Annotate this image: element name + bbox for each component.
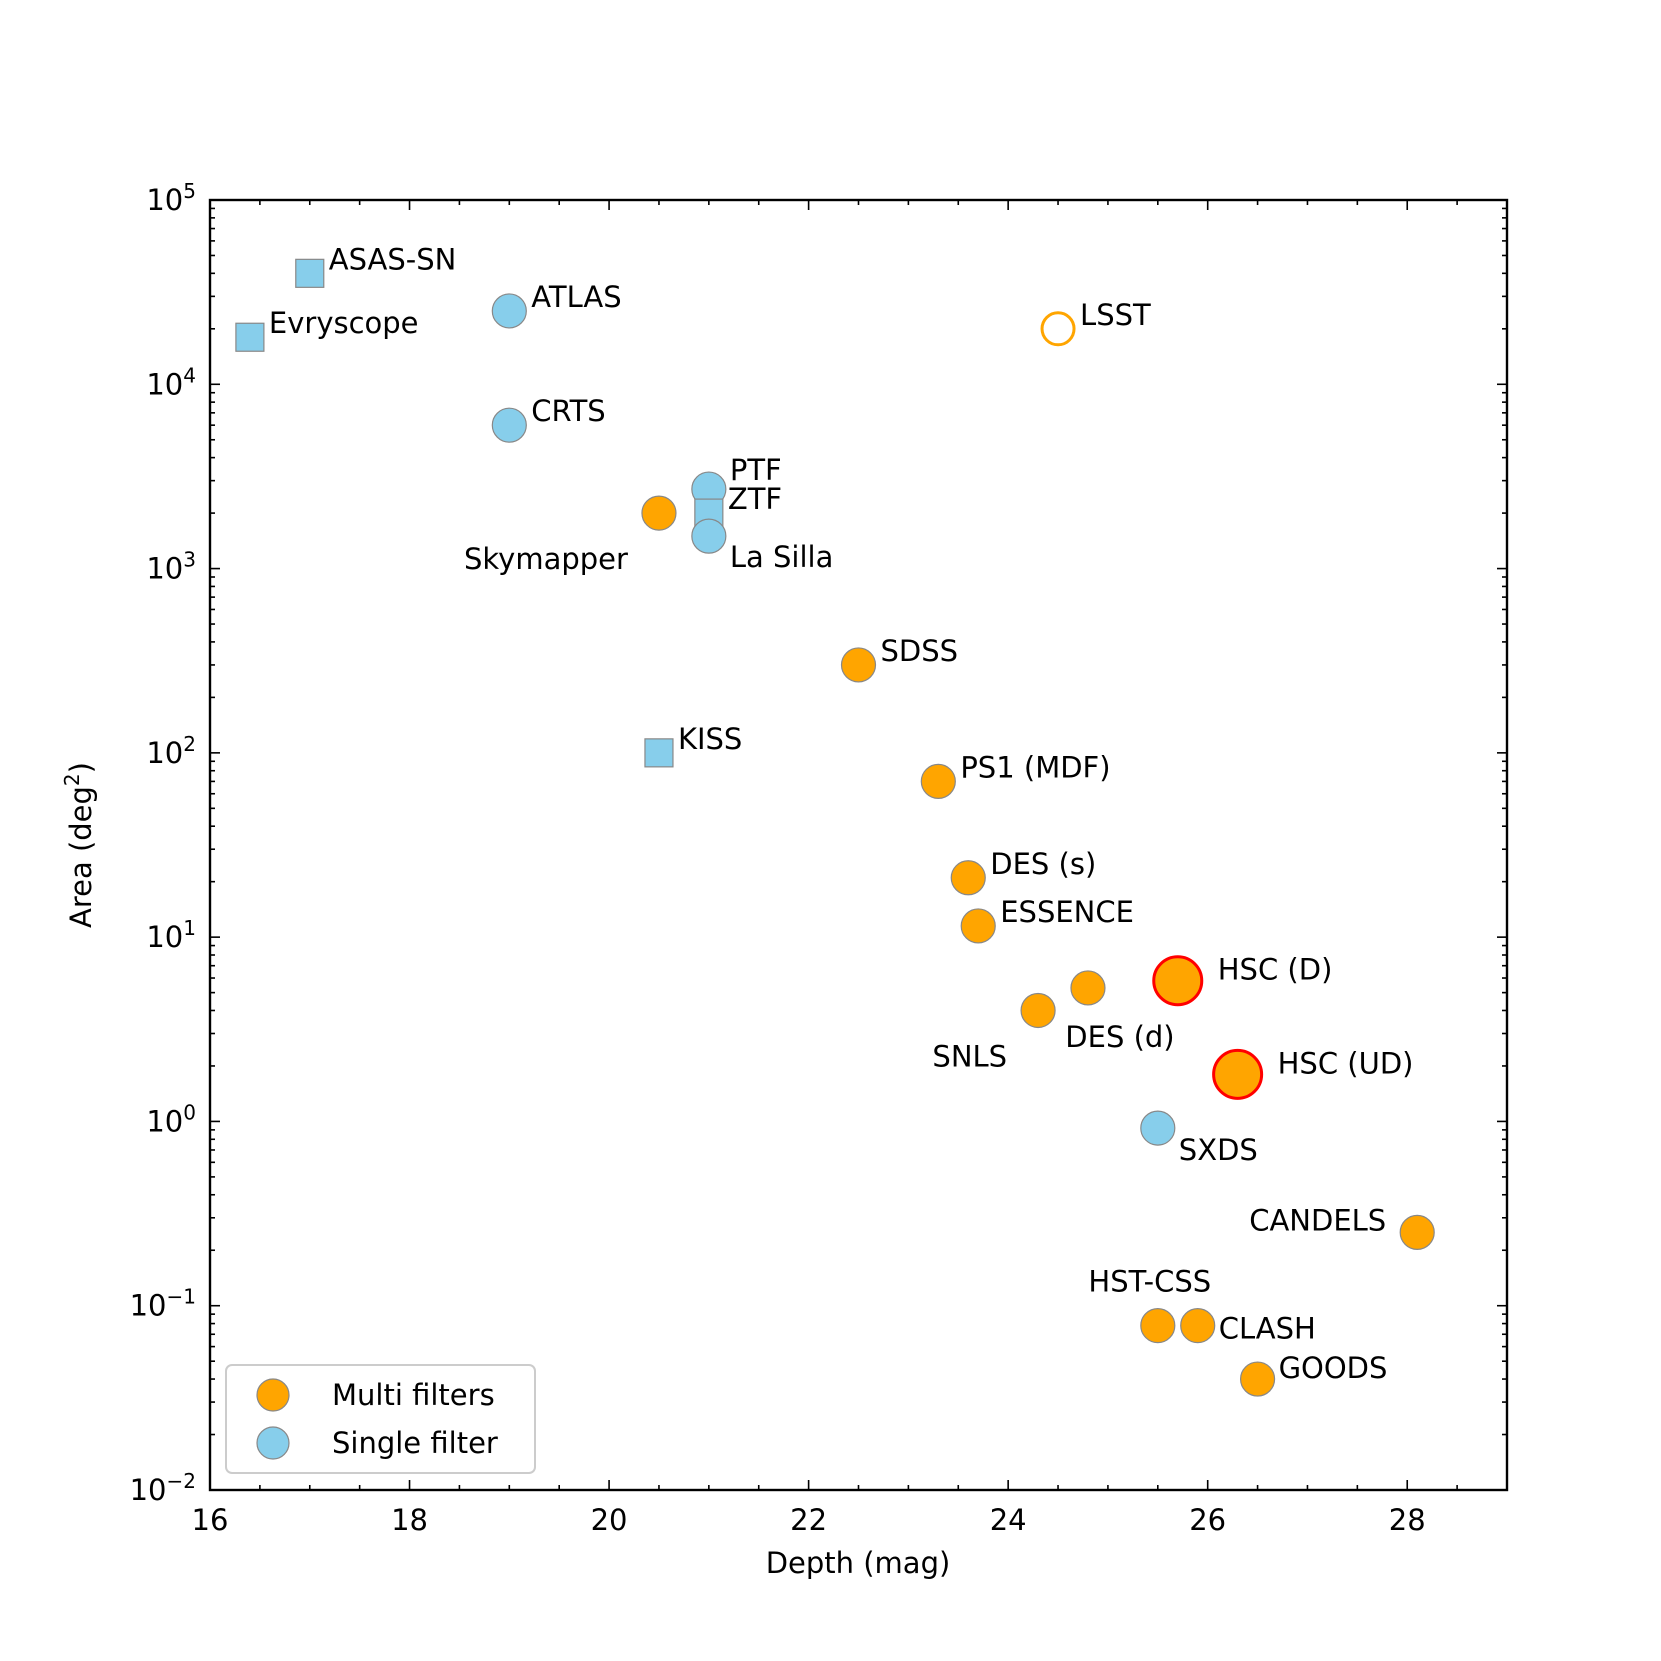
marker-kiss: [644, 738, 674, 768]
legend-label-single: Single filter: [332, 1426, 498, 1460]
y-tick-label: 10−2: [130, 1469, 196, 1507]
marker-snls: [1020, 992, 1056, 1029]
marker-crts: [491, 407, 527, 443]
marker-candels: [1399, 1214, 1435, 1250]
x-tick-label: 22: [790, 1503, 827, 1537]
marker-asas-sn: [295, 258, 325, 288]
point-label: HST-CSS: [1088, 1265, 1211, 1299]
marker-skymapper: [641, 495, 677, 531]
marker-atlas: [491, 293, 527, 329]
axis-ticks: [209, 199, 1508, 1491]
x-tick-label: 28: [1389, 1503, 1426, 1537]
x-tick-label: 18: [391, 1503, 428, 1537]
legend-marker-single: [256, 1426, 290, 1460]
y-tick-label: 100: [146, 1100, 196, 1138]
y-axis-label-sup: 2: [60, 773, 84, 786]
marker-des-d: [1070, 970, 1106, 1006]
marker-hst-css: [1140, 1307, 1176, 1344]
data-marks: [235, 258, 1435, 1397]
point-label: CLASH: [1219, 1312, 1316, 1346]
marker-sxds: [1140, 1110, 1176, 1146]
y-axis-label-suffix: ): [64, 762, 98, 773]
marker-clash: [1180, 1307, 1216, 1344]
x-tick-label: 26: [1189, 1503, 1226, 1537]
marker-sdss: [840, 647, 877, 683]
legend-label-multi: Multi filters: [332, 1378, 495, 1412]
marker-la-silla: [691, 518, 727, 554]
point-label: GOODS: [1279, 1351, 1388, 1385]
marker-goods: [1239, 1361, 1276, 1397]
marker-evryscope: [235, 322, 265, 352]
point-label: PTF: [730, 453, 782, 487]
point-label: ATLAS: [531, 280, 621, 314]
y-tick-label: 102: [146, 732, 196, 770]
y-tick-label: 103: [146, 548, 196, 586]
y-tick-label: 105: [146, 179, 196, 217]
y-tick-label: 101: [146, 916, 196, 954]
x-tick-label: 16: [192, 1503, 229, 1537]
marker-essence: [960, 908, 996, 944]
point-label: SDSS: [881, 634, 959, 668]
point-label: PS1 (MDF): [960, 750, 1110, 784]
point-label: CRTS: [531, 394, 605, 428]
legend: Multi filters Single filter: [225, 1364, 536, 1474]
point-label: CANDELS: [1249, 1203, 1386, 1237]
plot-frame: [208, 198, 1509, 1492]
marker-ps1-mdf: [920, 763, 956, 800]
point-label: La Silla: [730, 540, 834, 574]
x-axis-label: Depth (mag): [766, 1546, 951, 1580]
point-label: SXDS: [1179, 1133, 1258, 1167]
point-label: LSST: [1080, 298, 1151, 332]
point-label: ESSENCE: [1000, 895, 1134, 929]
marker-des-s: [950, 860, 986, 896]
marker-lsst: [1040, 311, 1076, 347]
point-label: DES (s): [990, 847, 1096, 881]
point-label: HSC (D): [1218, 953, 1333, 987]
point-label: DES (d): [1065, 1020, 1174, 1054]
point-label: ZTF: [728, 482, 782, 516]
y-axis-label: Area (deg2): [60, 762, 98, 928]
marker-hsc-d: [1152, 955, 1204, 1007]
tick-labels: 16 18 20 22 24 26 28 10−2 10−1 100 101 102 103 104 105: [130, 179, 1426, 1537]
y-axis-label-text: Area (deg: [64, 786, 98, 928]
point-label: HSC (UD): [1278, 1046, 1414, 1080]
point-label: Skymapper: [464, 542, 628, 576]
point-label: Evryscope: [269, 306, 419, 340]
marker-hsc-ud: [1212, 1048, 1264, 1100]
x-tick-label: 20: [591, 1503, 628, 1537]
y-tick-label: 10−1: [130, 1285, 196, 1323]
point-label: ASAS-SN: [329, 242, 457, 276]
y-tick-label: 104: [146, 363, 196, 401]
x-tick-label: 24: [990, 1503, 1027, 1537]
point-label: KISS: [678, 722, 742, 756]
point-label: SNLS: [932, 1039, 1007, 1073]
legend-box: [225, 1364, 536, 1474]
legend-marker-multi: [256, 1378, 290, 1412]
